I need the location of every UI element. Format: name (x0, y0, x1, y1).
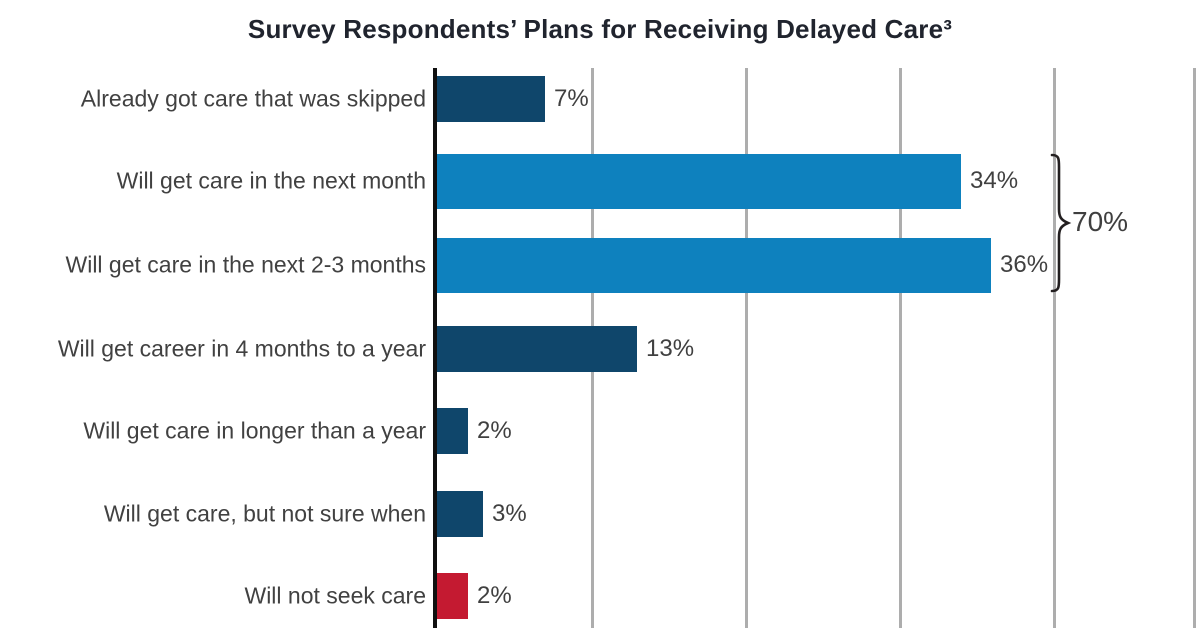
bar (437, 573, 468, 619)
gridline (1053, 68, 1056, 628)
value-label: 7% (554, 85, 589, 112)
bar (437, 237, 991, 293)
value-label: 34% (970, 167, 1019, 194)
bar (437, 153, 961, 209)
chart-row-longer-than-year: Will get care in longer than a year 2% (0, 390, 1200, 472)
bar (437, 408, 468, 454)
gridline (745, 68, 748, 628)
chart-row-next-2-3-months: Will get care in the next 2-3 months 36% (0, 224, 1200, 306)
value-label: 3% (492, 500, 527, 527)
value-label: 2% (477, 417, 512, 444)
category-label: Will get care in the next month (116, 167, 426, 194)
category-label: Will not seek care (244, 582, 426, 609)
category-label: Will get care, but not sure when (103, 500, 426, 527)
category-label: Will get care in longer than a year (83, 417, 426, 444)
chart-row-will-not-seek-care: Will not seek care 2% (0, 555, 1200, 628)
bar (437, 491, 483, 537)
category-label: Already got care that was skipped (80, 85, 426, 112)
category-label: Will get care in the next 2-3 months (65, 251, 427, 278)
grouping-brace (1050, 153, 1072, 293)
group-total-label: 70% (1072, 206, 1129, 237)
category-label: Will get career in 4 months to a year (57, 335, 426, 362)
y-axis-baseline (433, 68, 437, 628)
chart-row-not-sure-when: Will get care, but not sure when 3% (0, 473, 1200, 555)
gridline (899, 68, 902, 628)
gridline (1193, 68, 1196, 628)
value-label: 13% (646, 335, 695, 362)
chart-title: Survey Respondents’ Plans for Receiving … (247, 14, 953, 44)
chart-row-4-months-to-year: Will get career in 4 months to a year 13… (0, 308, 1200, 390)
value-label: 2% (477, 582, 512, 609)
value-label: 36% (1000, 251, 1049, 278)
chart-row-next-month: Will get care in the next month 34% (0, 140, 1200, 222)
bar (437, 326, 637, 372)
chart-row-already-got-care: Already got care that was skipped 7% (0, 58, 1200, 140)
bar (437, 76, 545, 122)
